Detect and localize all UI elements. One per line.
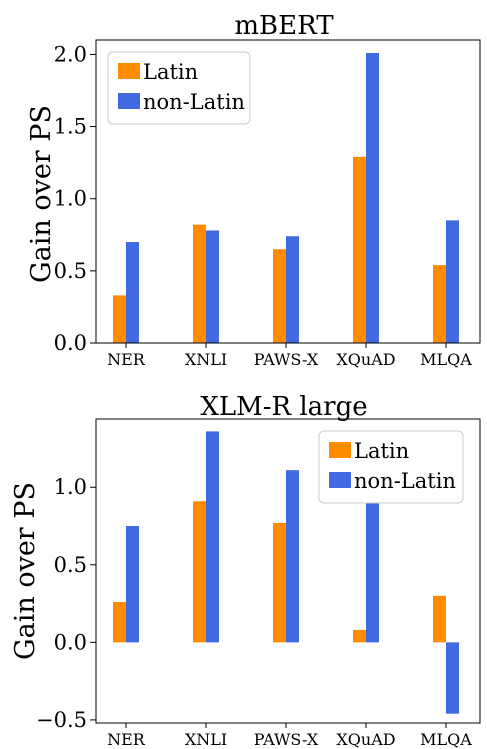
axes-frame — [95, 39, 481, 344]
y-ticks: 0.0 0.5 1.0 1.5 2.0 — [54, 42, 96, 355]
bar-latin-xquad — [353, 629, 366, 643]
bar-latin-xnli — [193, 501, 206, 643]
y-tick-label: 0.5 — [54, 259, 87, 283]
plot-area: 0.0 0.5 1.0 1.5 2.0 NER XNLI PAWS-X XQuAD MLQA — [54, 39, 481, 369]
legend-swatch-latin — [329, 442, 351, 458]
y-tick-label: −0.5 — [36, 708, 87, 732]
bar-non-latin-paws-x — [286, 470, 299, 643]
bars — [113, 431, 459, 714]
y-tick-label: 0.0 — [54, 331, 87, 355]
x-tick-label-paws-x: PAWS-X — [254, 730, 319, 749]
y-tick-label: 0.5 — [54, 553, 87, 577]
legend-label-latin: Latin — [143, 60, 198, 84]
bar-latin-paws-x — [273, 249, 286, 343]
bar-latin-mlqa — [433, 265, 446, 343]
y-axis-label: Gain over PS — [10, 482, 41, 660]
x-tick-label-xquad: XQuAD — [336, 350, 395, 369]
y-tick-label: 2.0 — [54, 42, 87, 66]
bar-non-latin-xquad — [366, 52, 379, 343]
legend-swatch-non-latin — [118, 93, 140, 109]
y-ticks: −0.5 0.0 0.5 1.0 — [36, 475, 96, 732]
x-ticks: NER XNLI PAWS-X XQuAD MLQA — [107, 723, 472, 749]
bar-non-latin-mlqa — [446, 642, 459, 714]
bar-latin-mlqa — [433, 595, 446, 643]
bars — [113, 52, 459, 343]
bar-non-latin-xnli — [206, 431, 219, 643]
x-tick-label-xnli: XNLI — [185, 350, 227, 369]
x-tick-label-ner: NER — [107, 730, 146, 749]
x-tick-label-mlqa: MLQA — [420, 350, 472, 369]
legend: Latin non-Latin — [107, 51, 251, 125]
x-ticks: NER XNLI PAWS-X XQuAD MLQA — [107, 343, 472, 369]
bar-non-latin-xquad — [366, 499, 379, 643]
chart-xlmr-large: XLM-R large Gain over PS −0.5 0.0 0.5 1.0 N… — [10, 392, 481, 749]
legend-box — [318, 430, 464, 504]
legend-label-latin: Latin — [354, 439, 409, 463]
chart-mbert: mBERT Gain over PS 0.0 0.5 1.0 1.5 2.0 NER XN… — [26, 11, 481, 369]
bar-latin-ner — [113, 295, 126, 343]
x-tick-label-mlqa: MLQA — [420, 730, 472, 749]
y-tick-label: 1.5 — [54, 115, 87, 139]
legend-box — [107, 51, 251, 125]
legend-label-non-latin: non-Latin — [143, 90, 245, 114]
x-tick-label-ner: NER — [107, 350, 146, 369]
x-tick-label-xquad: XQuAD — [336, 730, 395, 749]
bar-non-latin-ner — [126, 526, 139, 643]
bar-latin-paws-x — [273, 522, 286, 643]
plot-area: −0.5 0.0 0.5 1.0 NER XNLI PAWS-X XQuAD MLQA — [36, 418, 481, 749]
y-tick-label: 0.0 — [54, 630, 87, 654]
bar-latin-xquad — [353, 156, 366, 343]
legend-label-non-latin: non-Latin — [354, 469, 456, 493]
legend-swatch-latin — [118, 63, 140, 79]
x-tick-label-paws-x: PAWS-X — [254, 350, 319, 369]
bar-non-latin-mlqa — [446, 220, 459, 343]
bar-non-latin-xnli — [206, 230, 219, 343]
legend: Latin non-Latin — [318, 430, 464, 504]
axes-frame — [95, 418, 481, 724]
chart-title: mBERT — [234, 11, 334, 41]
legend-swatch-non-latin — [329, 472, 351, 488]
bar-latin-xnli — [193, 224, 206, 343]
x-tick-label-xnli: XNLI — [185, 730, 227, 749]
y-tick-label: 1.0 — [54, 475, 87, 499]
y-tick-label: 1.0 — [54, 187, 87, 211]
bar-latin-ner — [113, 602, 126, 643]
bar-non-latin-ner — [126, 242, 139, 343]
y-axis-label: Gain over PS — [26, 105, 57, 283]
bar-non-latin-paws-x — [286, 236, 299, 343]
chart-title: XLM-R large — [200, 392, 367, 422]
